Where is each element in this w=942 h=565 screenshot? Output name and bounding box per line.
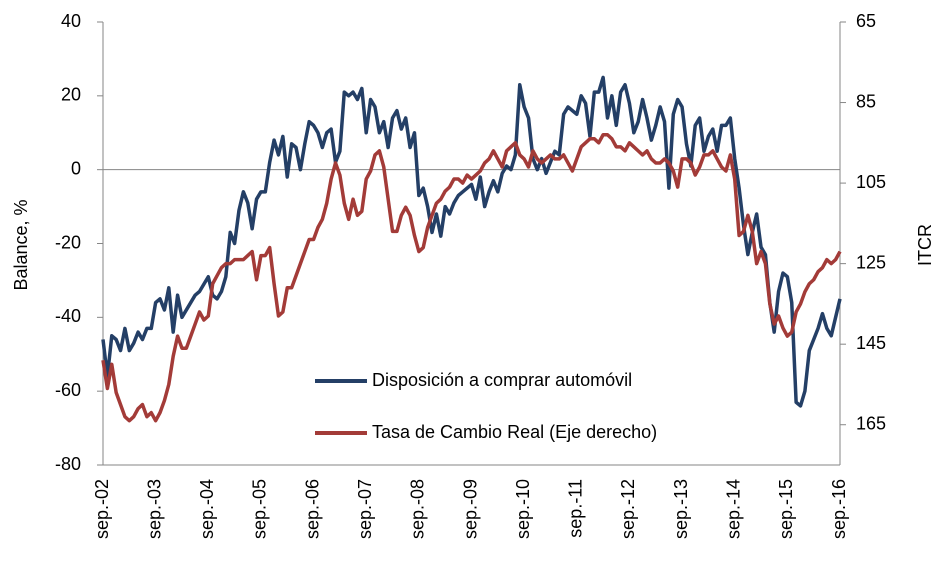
x-tick-label: sep.-02 xyxy=(92,479,112,539)
x-tick-label: sep.-04 xyxy=(197,479,217,539)
x-tick-label: sep.-14 xyxy=(723,479,743,539)
y-tick-label: -40 xyxy=(55,306,81,326)
x-tick-label: sep.-15 xyxy=(776,479,796,539)
y2-tick-label: 165 xyxy=(856,413,886,433)
x-tick-label: sep.-16 xyxy=(829,479,849,539)
y-tick-label: 0 xyxy=(71,158,81,178)
x-tick-label: sep.-05 xyxy=(250,479,270,539)
legend-label: Tasa de Cambio Real (Eje derecho) xyxy=(372,422,657,442)
legend-label: Disposición a comprar automóvil xyxy=(372,370,632,390)
x-tick-label: sep.-11 xyxy=(566,479,586,538)
y2-tick-label: 65 xyxy=(856,11,876,31)
y-tick-label: 40 xyxy=(61,11,81,31)
y2-axis-title: ITCR xyxy=(915,224,935,266)
x-tick-label: sep.-09 xyxy=(460,479,480,539)
x-tick-label: sep.-07 xyxy=(355,479,375,539)
x-tick-label: sep.-10 xyxy=(513,479,533,539)
y2-tick-label: 105 xyxy=(856,172,886,192)
y2-tick-label: 145 xyxy=(856,333,886,353)
x-tick-label: sep.-12 xyxy=(618,479,638,539)
y-tick-label: -80 xyxy=(55,454,81,474)
y-axis-title: Balance, % xyxy=(11,199,31,290)
series-line xyxy=(101,75,842,408)
x-tick-label: sep.-13 xyxy=(671,479,691,539)
series-line xyxy=(101,133,842,423)
x-tick-label: sep.-03 xyxy=(144,479,164,539)
x-tick-label: sep.-06 xyxy=(302,479,322,539)
y2-tick-label: 125 xyxy=(856,252,886,272)
x-tick-label: sep.-08 xyxy=(408,479,428,539)
y-tick-label: -60 xyxy=(55,380,81,400)
y2-tick-label: 85 xyxy=(856,91,876,111)
y-tick-label: -20 xyxy=(55,232,81,252)
y-tick-label: 20 xyxy=(61,85,81,105)
